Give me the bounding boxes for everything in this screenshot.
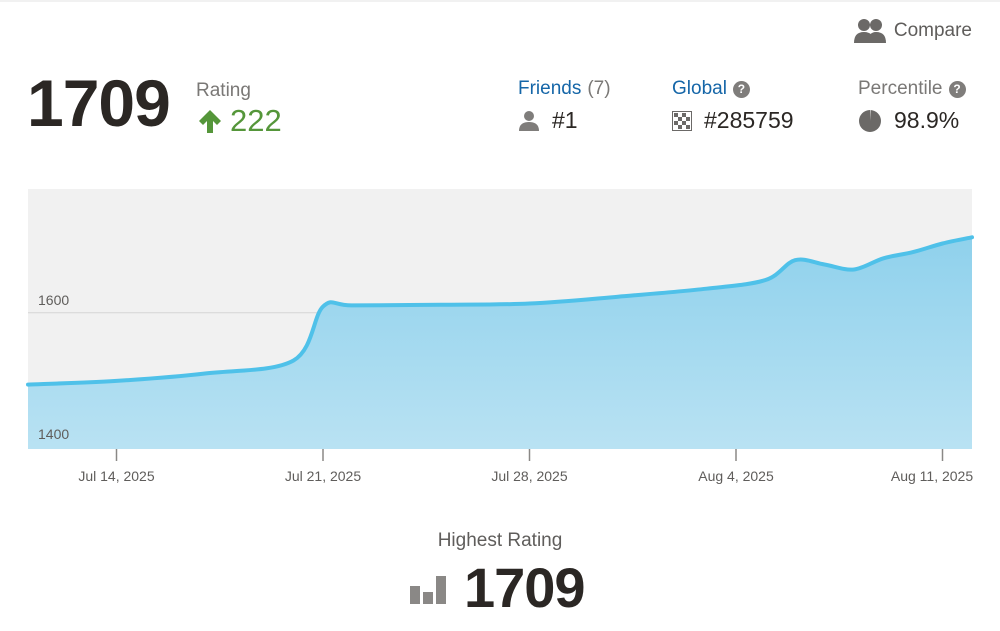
y-tick-label: 1600: [38, 292, 69, 308]
rating-change-value: 222: [230, 103, 282, 138]
x-tick-label: Aug 11, 2025: [891, 468, 973, 484]
percentile-label: Percentile: [858, 78, 943, 99]
percentile-help-icon[interactable]: ?: [948, 80, 966, 98]
friends-stat: Friends (7) #1: [518, 78, 611, 134]
percentile-stat: Percentile ? 98.9%: [858, 78, 966, 134]
friends-link[interactable]: Friends: [518, 78, 582, 99]
global-link[interactable]: Global: [672, 78, 727, 99]
rating-area: [28, 237, 972, 449]
x-tick-label: Jul 28, 2025: [491, 468, 567, 484]
x-tick-label: Jul 14, 2025: [78, 468, 154, 484]
person-icon: [519, 110, 539, 131]
checkered-icon: [672, 110, 692, 131]
rating-change: 222: [198, 103, 282, 139]
pie-icon: [859, 109, 881, 132]
compare-button[interactable]: Compare: [853, 18, 972, 44]
percentile-value: 98.9%: [894, 107, 960, 133]
arrow-up-icon: [199, 110, 221, 133]
users-icon: [853, 19, 886, 43]
rating-line: [26, 235, 974, 387]
x-tick-label: Aug 4, 2025: [698, 468, 774, 484]
x-tick-label: Jul 21, 2025: [285, 468, 361, 484]
bar-chart-icon: [410, 576, 446, 604]
current-rating: 1709: [27, 66, 171, 140]
global-stat: Global ? #285759: [672, 78, 794, 134]
friends-rank: #1: [552, 107, 578, 133]
y-tick-label: 1400: [38, 426, 69, 442]
friends-count: (7): [587, 78, 611, 99]
highest-rating: 1709: [410, 556, 586, 619]
top-divider: [0, 0, 1000, 2]
highest-rating-value: 1709: [464, 556, 586, 619]
global-rank: #285759: [704, 107, 794, 133]
highest-rating-label: Highest Rating: [437, 530, 563, 551]
rating-history-chart[interactable]: 1400 1600 Jul 14, 2025 Jul 21, 2025 Jul 28,…: [0, 185, 1000, 490]
compare-label: Compare: [893, 20, 972, 41]
global-help-icon[interactable]: ?: [732, 80, 750, 98]
rating-label: Rating: [196, 80, 251, 101]
